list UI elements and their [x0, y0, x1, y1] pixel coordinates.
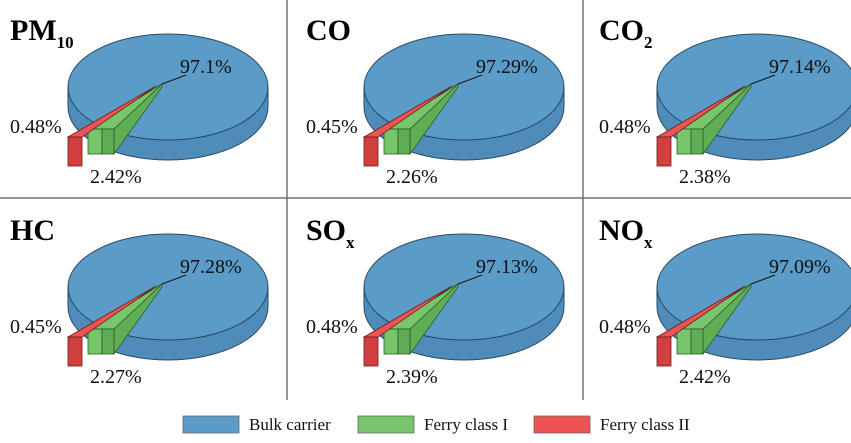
slice-ferry-class-i [676, 128, 692, 155]
pie-title-subscript: 10 [57, 33, 74, 52]
pie-title-subscript: x [346, 233, 355, 252]
slice-ferry-class-i-face [101, 128, 115, 155]
pie-title: CO2 [599, 14, 653, 52]
slice-ferry-class-i [383, 128, 399, 155]
pie-title-subscript: 2 [644, 33, 653, 52]
slice-ferry-class-i [87, 128, 103, 155]
slice-ferry-class-ii [656, 136, 672, 167]
pie-title: PM10 [10, 14, 74, 52]
leader-line [750, 274, 776, 285]
legend-label: Ferry class I [424, 415, 508, 434]
pie-title: NOx [599, 214, 653, 252]
data-label-bulk-carrier: 97.28% [180, 256, 242, 278]
leader-line [457, 74, 483, 85]
data-label-bulk-carrier: 97.1% [180, 56, 232, 78]
legend-swatch [182, 415, 240, 434]
pie-panel-1: PM10 97.1% 0.48% 2.42% [10, 14, 269, 188]
leader-line [750, 74, 776, 85]
data-label-ferry-class-ii: 0.48% [306, 316, 358, 338]
slice-ferry-class-ii [656, 336, 672, 367]
pie-panel-2: CO 97.29% 0.45% 2.26% [306, 14, 565, 188]
data-label-ferry-class-ii: 0.45% [306, 116, 358, 138]
legend-item-bulk-carrier: Bulk carrier [182, 415, 331, 434]
leader-line [161, 274, 187, 285]
leader-line [457, 274, 483, 285]
slice-ferry-class-i-face [101, 328, 115, 355]
pie-title: SOx [306, 214, 355, 252]
data-label-ferry-class-i: 2.27% [90, 366, 142, 388]
slice-ferry-class-ii [363, 336, 379, 367]
slice-ferry-class-i-face [690, 128, 704, 155]
data-label-bulk-carrier: 97.29% [476, 56, 538, 78]
data-label-ferry-class-i: 2.42% [679, 366, 731, 388]
data-label-bulk-carrier: 97.09% [769, 256, 831, 278]
pie-title-subscript: x [644, 233, 653, 252]
pie-panel-6: NOx 97.09% 0.48% 2.42% [599, 214, 851, 388]
pie-panel-3: CO2 97.14% 0.48% 2.38% [599, 14, 851, 188]
data-label-ferry-class-i: 2.26% [386, 166, 438, 188]
data-label-ferry-class-ii: 0.48% [599, 316, 651, 338]
legend-swatch [357, 415, 415, 434]
slice-ferry-class-ii [67, 336, 83, 367]
data-label-ferry-class-ii: 0.48% [10, 116, 62, 138]
slice-ferry-class-i [87, 328, 103, 355]
slice-ferry-class-i-face [690, 328, 704, 355]
slice-ferry-class-i-face [397, 328, 411, 355]
pie-panels: PM10 97.1% 0.48% 2.42% CO 97.29% 0.45% 2.26% CO2… [10, 14, 851, 388]
data-label-ferry-class-i: 2.42% [90, 166, 142, 188]
legend-label: Ferry class II [600, 415, 690, 434]
slice-ferry-class-i [676, 328, 692, 355]
pie-panel-4: HC 97.28% 0.45% 2.27% [10, 214, 269, 388]
pie-title: CO [306, 14, 351, 47]
data-label-ferry-class-ii: 0.45% [10, 316, 62, 338]
slice-ferry-class-ii [67, 136, 83, 167]
data-label-bulk-carrier: 97.13% [476, 256, 538, 278]
slice-ferry-class-i-face [397, 128, 411, 155]
leader-line [161, 74, 187, 85]
slice-ferry-class-i [383, 328, 399, 355]
legend-label: Bulk carrier [249, 415, 331, 434]
data-label-ferry-class-i: 2.39% [386, 366, 438, 388]
pie-title: HC [10, 214, 55, 247]
data-label-ferry-class-ii: 0.48% [599, 116, 651, 138]
legend: Bulk carrier Ferry class I Ferry class II [182, 415, 690, 434]
data-label-bulk-carrier: 97.14% [769, 56, 831, 78]
panel-grid-lines [0, 0, 851, 400]
slice-ferry-class-ii [363, 136, 379, 167]
legend-swatch [533, 415, 591, 434]
data-label-ferry-class-i: 2.38% [679, 166, 731, 188]
legend-item-ferry-class-ii: Ferry class II [533, 415, 690, 434]
legend-item-ferry-class-i: Ferry class I [357, 415, 508, 434]
pie-panel-5: SOx 97.13% 0.48% 2.39% [306, 214, 565, 388]
